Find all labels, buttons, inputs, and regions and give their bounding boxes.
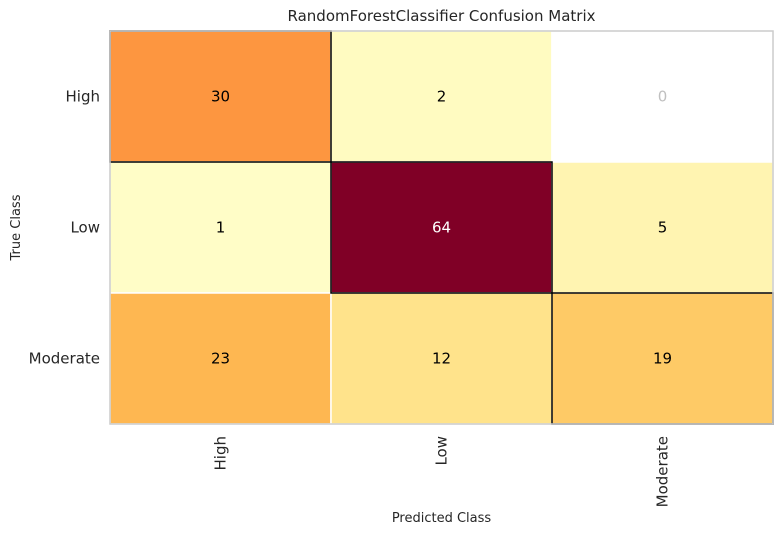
- x-tick-labels: High Low Moderate: [212, 436, 672, 507]
- cell-value-label: 64: [432, 219, 451, 237]
- cell-value-labels: 30 2 0 1 64 5 23 12 19: [211, 88, 672, 368]
- heatmap-cell: [109, 161, 332, 294]
- cell-value-label: 2: [437, 88, 447, 106]
- chart-title: RandomForestClassifier Confusion Matrix: [288, 7, 596, 25]
- cell-value-label: 1: [216, 219, 226, 237]
- heatmap-cell: [330, 30, 553, 163]
- x-tick-label: High: [212, 436, 230, 470]
- heatmap-cell: [109, 30, 332, 163]
- x-tick-label: Low: [433, 436, 451, 466]
- y-axis-title: True Class: [9, 194, 24, 261]
- cell-value-label: 23: [211, 350, 230, 368]
- plot-frame: [109, 30, 774, 425]
- y-tick-label: Moderate: [29, 350, 100, 368]
- y-tick-label: High: [66, 88, 100, 106]
- y-tick-labels: High Low Moderate: [29, 88, 100, 368]
- heatmap-cell: [330, 292, 553, 425]
- x-tick-label: Moderate: [654, 436, 672, 507]
- cell-value-label: 30: [211, 88, 230, 106]
- x-axis-title: Predicted Class: [392, 511, 492, 526]
- y-tick-label: Low: [70, 219, 100, 237]
- diagonal-cell-outline: [330, 161, 553, 294]
- cell-value-label: 19: [653, 350, 672, 368]
- heatmap-cell: [330, 161, 553, 294]
- cell-value-label: 0: [658, 88, 668, 106]
- heatmap-cells: [109, 30, 774, 425]
- cell-value-label: 5: [658, 219, 668, 237]
- cell-value-label: 12: [432, 350, 451, 368]
- heatmap-cell: [551, 161, 774, 294]
